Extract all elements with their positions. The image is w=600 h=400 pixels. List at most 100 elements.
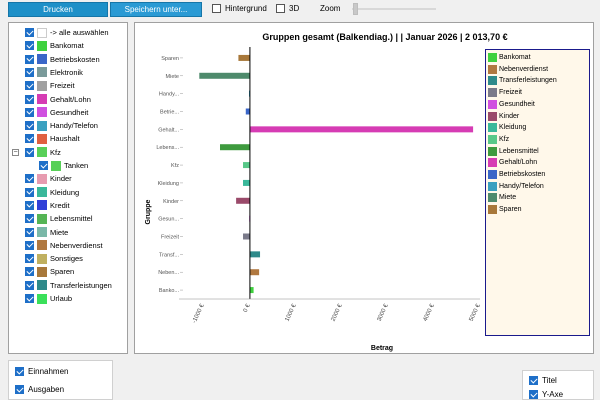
tree-item[interactable]: Freizeit: [25, 79, 75, 92]
zoom-slider-thumb[interactable]: [353, 3, 358, 15]
tree-item[interactable]: Handy/Telefon: [25, 119, 98, 132]
yaxis-checkbox[interactable]: [529, 390, 538, 399]
income-expense-panel: Einnahmen Ausgaben: [8, 360, 113, 400]
legend-swatch: [488, 76, 497, 86]
color-swatch: [37, 293, 47, 304]
color-swatch: [37, 200, 47, 211]
tree-item-checkbox[interactable]: [25, 214, 34, 224]
title-checkbox[interactable]: [529, 376, 538, 385]
tree-item[interactable]: Nebenverdienst: [25, 239, 103, 252]
tree-item[interactable]: Sparen: [25, 265, 74, 278]
color-swatch: [37, 27, 47, 38]
tree-item-checkbox[interactable]: [25, 121, 34, 131]
y-tick-label: Banko...: [159, 288, 180, 294]
tree-item-checkbox[interactable]: [25, 227, 34, 237]
legend-swatch: [488, 111, 497, 121]
tree-item[interactable]: Gesundheit: [25, 106, 88, 119]
tree-item-checkbox[interactable]: [25, 107, 34, 117]
tree-item-label: Sparen: [50, 267, 75, 277]
color-swatch: [37, 266, 47, 277]
bar: [236, 197, 250, 204]
y-tick-label: Kleidung: [158, 181, 179, 187]
chart-options-panel: Titel Y-Axe: [522, 370, 594, 400]
x-axis-title: Betrag: [371, 345, 393, 352]
tree-item-checkbox[interactable]: [25, 41, 34, 51]
title-toggle[interactable]: Titel: [529, 376, 557, 385]
tree-item[interactable]: Sonstiges: [25, 252, 83, 265]
income-toggle[interactable]: Einnahmen: [15, 367, 68, 376]
three-d-checkbox[interactable]: [276, 4, 285, 13]
legend-swatch: [488, 123, 497, 133]
background-checkbox[interactable]: [212, 4, 221, 13]
tree-item[interactable]: Miete: [25, 226, 68, 239]
tree-item-checkbox[interactable]: [25, 67, 34, 77]
three-d-toggle[interactable]: 3D: [276, 4, 299, 13]
y-tick-label: Gehalt...: [158, 127, 179, 133]
tree-item-checkbox[interactable]: [25, 187, 34, 197]
tree-item[interactable]: Elektronik: [25, 66, 83, 79]
color-swatch: [37, 80, 47, 91]
tree-item-label: Miete: [50, 227, 69, 237]
expenses-checkbox[interactable]: [15, 385, 24, 394]
background-toggle[interactable]: Hintergrund: [212, 4, 267, 13]
x-tick-label: 1000 €: [285, 303, 298, 323]
tree-item[interactable]: Tanken: [39, 159, 88, 172]
yaxis-toggle[interactable]: Y-Axe: [529, 390, 563, 399]
tree-item[interactable]: Haushalt: [25, 132, 80, 145]
tree-item[interactable]: Betriebskosten: [25, 53, 100, 66]
tree-item-checkbox[interactable]: [25, 54, 34, 64]
tree-item-checkbox[interactable]: [25, 267, 34, 277]
tree-item-label: Sonstiges: [50, 254, 83, 264]
expenses-label: Ausgaben: [28, 385, 65, 394]
tree-item-checkbox[interactable]: [25, 200, 34, 210]
tree-item[interactable]: Kredit: [25, 199, 70, 212]
print-button[interactable]: Drucken: [8, 2, 108, 17]
save-as-button[interactable]: Speichern unter...: [110, 2, 202, 17]
tree-item-label: -> alle auswählen: [50, 28, 109, 37]
tree-item[interactable]: Kinder: [25, 172, 72, 185]
tree-item-checkbox[interactable]: [25, 134, 34, 144]
color-swatch: [37, 173, 47, 184]
tree-item[interactable]: -> alle auswählen: [25, 26, 109, 39]
color-swatch: [37, 133, 47, 144]
tree-item-checkbox[interactable]: [25, 94, 34, 104]
color-swatch: [37, 67, 47, 78]
x-tick-label: 4000 €: [423, 303, 436, 323]
color-swatch: [37, 107, 47, 118]
collapse-icon[interactable]: −: [12, 148, 19, 156]
color-swatch: [37, 94, 47, 104]
expenses-toggle[interactable]: Ausgaben: [15, 385, 64, 394]
tree-item[interactable]: Urlaub: [25, 292, 72, 305]
legend-label: Miete: [499, 194, 517, 202]
tree-item-checkbox[interactable]: [25, 28, 34, 37]
legend-item: Betriebskosten: [488, 168, 545, 181]
zoom-slider[interactable]: [352, 1, 436, 17]
y-tick-label: Sparen: [161, 56, 179, 62]
tree-item[interactable]: Transferleistungen: [25, 279, 112, 292]
legend-item: Transferleistungen: [488, 74, 557, 87]
tree-item-checkbox[interactable]: [25, 254, 34, 264]
tree-item-checkbox[interactable]: [25, 280, 34, 290]
legend-item: Kinder: [488, 110, 519, 123]
tree-item[interactable]: Bankomat: [25, 39, 84, 52]
category-tree[interactable]: -> alle auswählen Bankomat Betriebskosten E…: [8, 22, 128, 354]
bar-chart: Gruppen gesamt (Balkendiag.) | | Januar …: [145, 32, 508, 352]
tree-item[interactable]: Kleidung: [25, 186, 79, 199]
income-checkbox[interactable]: [15, 367, 24, 376]
color-swatch: [37, 240, 47, 251]
legend-label: Sparen: [499, 206, 522, 214]
legend-label: Kfz: [499, 135, 510, 143]
title-option-label: Titel: [542, 376, 557, 385]
tree-item-checkbox[interactable]: [25, 147, 34, 157]
tree-item-checkbox[interactable]: [25, 174, 34, 184]
tree-item-checkbox[interactable]: [25, 81, 34, 91]
tree-item[interactable]: Gehalt/Lohn: [25, 93, 91, 106]
legend-swatch: [488, 99, 497, 109]
tree-item-checkbox[interactable]: [39, 161, 48, 170]
tree-item-checkbox[interactable]: [25, 294, 34, 303]
tree-item-checkbox[interactable]: [25, 240, 34, 250]
tree-item[interactable]: Kfz: [25, 146, 61, 159]
y-tick-label: Kfz: [171, 163, 179, 169]
legend-label: Gesundheit: [499, 100, 535, 108]
tree-item[interactable]: Lebensmittel: [25, 212, 93, 225]
